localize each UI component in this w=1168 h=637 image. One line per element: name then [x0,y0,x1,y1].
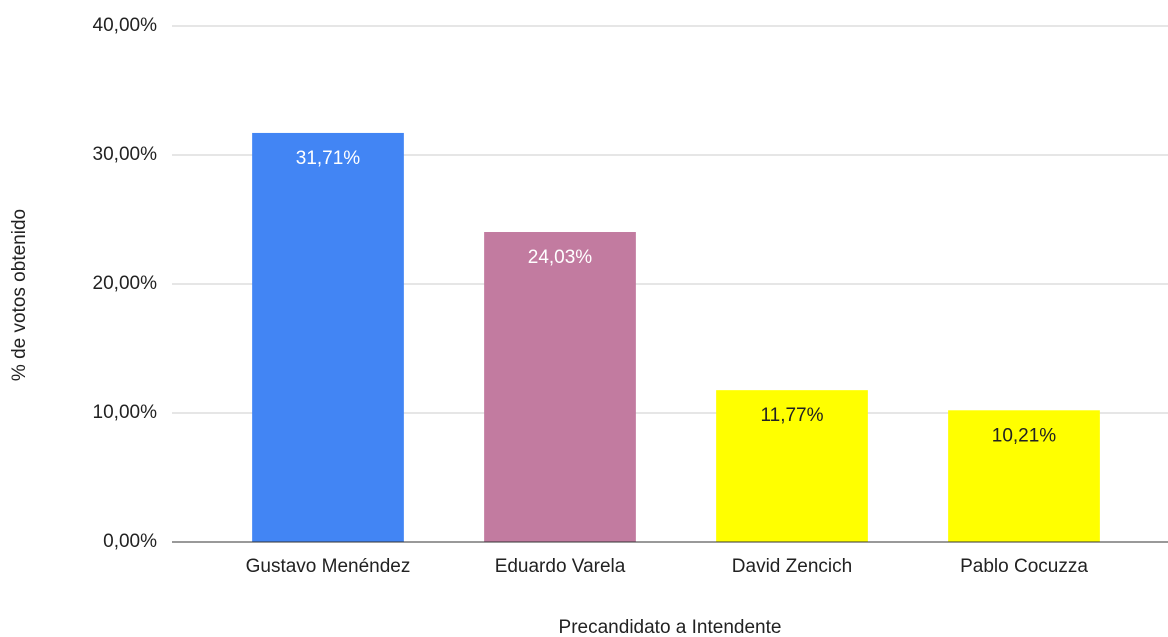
x-tick-label: Pablo Cocuzza [960,556,1088,577]
x-tick-label: Gustavo Menéndez [246,556,411,577]
bar [716,390,868,542]
x-axis-label: Precandidato a Intendente [559,617,782,637]
data-label: 11,77% [760,405,823,426]
data-label: 10,21% [992,425,1057,446]
y-axis-label: % de votos obtenido [9,209,30,381]
x-tick-label: David Zencich [732,556,852,577]
y-tick-label: 40,00% [93,15,158,36]
y-tick-label: 0,00% [103,531,157,552]
y-tick-label: 10,00% [93,402,158,423]
data-label: 24,03% [528,247,593,268]
bar [948,410,1100,542]
bar [252,132,404,543]
data-label: 31,71% [296,148,361,169]
y-tick-label: 30,00% [93,144,158,165]
x-tick-label: Eduardo Varela [495,556,626,577]
bar [484,232,636,542]
y-tick-label: 20,00% [93,273,158,294]
